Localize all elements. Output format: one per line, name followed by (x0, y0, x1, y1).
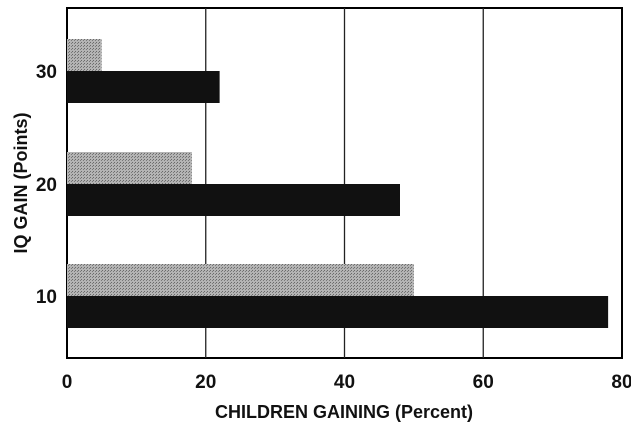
bar-30-series-1 (67, 39, 102, 71)
x-tick-label: 0 (62, 372, 73, 393)
bars (67, 39, 609, 328)
bar-30-series-2 (67, 71, 220, 103)
y-tick-label: 10 (36, 287, 57, 308)
bar-20-series-2 (67, 184, 400, 216)
y-tick-labels: 30 20 10 (36, 62, 57, 308)
bar-10-series-2 (67, 296, 609, 328)
bar-20-series-1 (67, 152, 192, 184)
x-tick-label: 60 (473, 372, 494, 393)
y-axis-title: IQ GAIN (Points) (11, 113, 31, 254)
bar-10-series-1 (67, 264, 414, 296)
x-tick-labels: 0 20 40 60 80 (62, 372, 631, 393)
y-tick-label: 20 (36, 175, 57, 196)
x-tick-label: 20 (195, 372, 216, 393)
x-tick-label: 80 (611, 372, 631, 393)
x-axis-title: CHILDREN GAINING (Percent) (215, 402, 473, 422)
y-tick-label: 30 (36, 62, 57, 83)
x-tick-label: 40 (334, 372, 355, 393)
